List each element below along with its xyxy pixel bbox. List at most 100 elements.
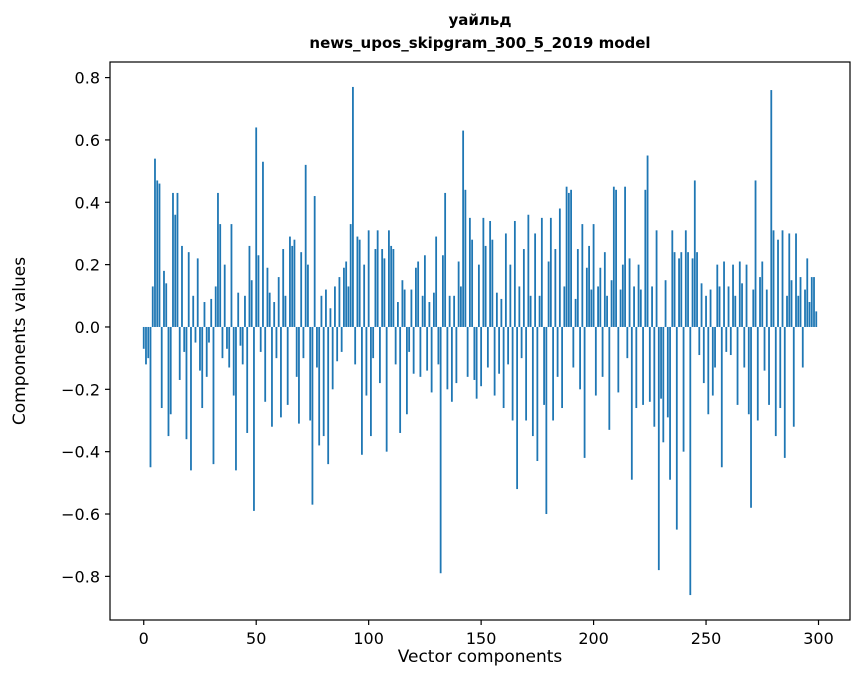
- bar: [702, 326, 705, 384]
- bar: [376, 230, 379, 327]
- bar: [700, 283, 703, 327]
- bar: [453, 295, 456, 327]
- bar: [316, 326, 318, 368]
- chart-title: уайльд: [449, 11, 512, 29]
- bar: [482, 217, 485, 327]
- bar: [531, 326, 534, 437]
- bar: [149, 326, 152, 468]
- bar: [772, 230, 775, 327]
- bar: [205, 326, 208, 377]
- bar: [187, 252, 190, 327]
- bar: [590, 289, 593, 327]
- bar: [761, 261, 764, 327]
- bar: [779, 326, 782, 409]
- bar: [594, 326, 597, 396]
- bar: [365, 326, 368, 396]
- bar: [687, 252, 689, 327]
- bar: [552, 326, 554, 421]
- bar: [653, 326, 656, 427]
- bar: [340, 326, 343, 352]
- bar: [581, 224, 584, 327]
- bar: [226, 326, 228, 349]
- bar: [401, 280, 404, 327]
- bar: [169, 326, 172, 415]
- bar: [151, 286, 154, 327]
- bar: [574, 298, 577, 327]
- bar: [302, 326, 305, 359]
- bar: [651, 286, 653, 327]
- bar: [788, 233, 791, 327]
- bar: [736, 326, 739, 405]
- bar: [664, 280, 667, 327]
- bar: [334, 286, 336, 327]
- bar: [426, 326, 429, 371]
- bar: [264, 326, 267, 402]
- bar: [707, 326, 710, 415]
- bar: [244, 295, 246, 327]
- bar: [509, 264, 512, 327]
- x-tick-label: 100: [353, 629, 384, 648]
- bar: [142, 326, 145, 349]
- bar: [381, 249, 384, 327]
- bar: [311, 326, 314, 505]
- bar: [635, 326, 638, 409]
- bar: [806, 258, 809, 327]
- bar: [484, 245, 487, 327]
- bar: [145, 326, 147, 365]
- bar: [673, 252, 676, 327]
- bar: [804, 289, 806, 327]
- bar: [500, 298, 503, 327]
- bar: [343, 267, 345, 327]
- bar: [313, 196, 316, 327]
- bar: [599, 267, 602, 327]
- bar: [511, 326, 514, 421]
- bar: [799, 277, 802, 327]
- bar: [750, 326, 752, 508]
- bar: [747, 326, 750, 415]
- bar: [588, 245, 590, 327]
- bar: [572, 326, 575, 368]
- bar: [444, 192, 447, 327]
- x-axis-label: Vector components: [398, 647, 563, 667]
- bar: [199, 326, 201, 371]
- bar: [291, 245, 294, 327]
- bar: [642, 326, 644, 405]
- bar: [307, 264, 309, 327]
- bar: [716, 264, 719, 327]
- y-tick-label: 0.6: [75, 131, 100, 150]
- bar: [745, 264, 748, 327]
- bar: [325, 289, 327, 327]
- bar: [525, 326, 528, 421]
- bar: [275, 326, 278, 359]
- bar: [608, 326, 611, 430]
- bar: [208, 326, 210, 343]
- bar: [579, 326, 581, 390]
- bar: [486, 326, 489, 368]
- bar: [678, 258, 680, 327]
- bar: [639, 289, 642, 327]
- bar: [777, 239, 779, 327]
- bar: [379, 326, 381, 384]
- bar: [624, 186, 626, 327]
- bar: [237, 292, 240, 327]
- bar: [331, 326, 334, 390]
- bar: [558, 208, 561, 327]
- bar: [675, 326, 678, 530]
- bar: [637, 264, 640, 327]
- bar: [437, 326, 440, 365]
- bar: [158, 183, 161, 327]
- bar: [241, 326, 244, 365]
- bar: [390, 245, 393, 327]
- bar: [192, 295, 195, 327]
- bar: [201, 326, 204, 409]
- bar: [583, 326, 586, 458]
- bar: [774, 326, 777, 437]
- bar: [239, 326, 242, 346]
- bar: [705, 295, 707, 327]
- bar: [565, 186, 568, 327]
- bar: [781, 230, 784, 327]
- bar: [660, 326, 662, 399]
- y-tick-label: 0.0: [75, 318, 100, 337]
- bar: [477, 264, 480, 327]
- bar: [259, 326, 262, 352]
